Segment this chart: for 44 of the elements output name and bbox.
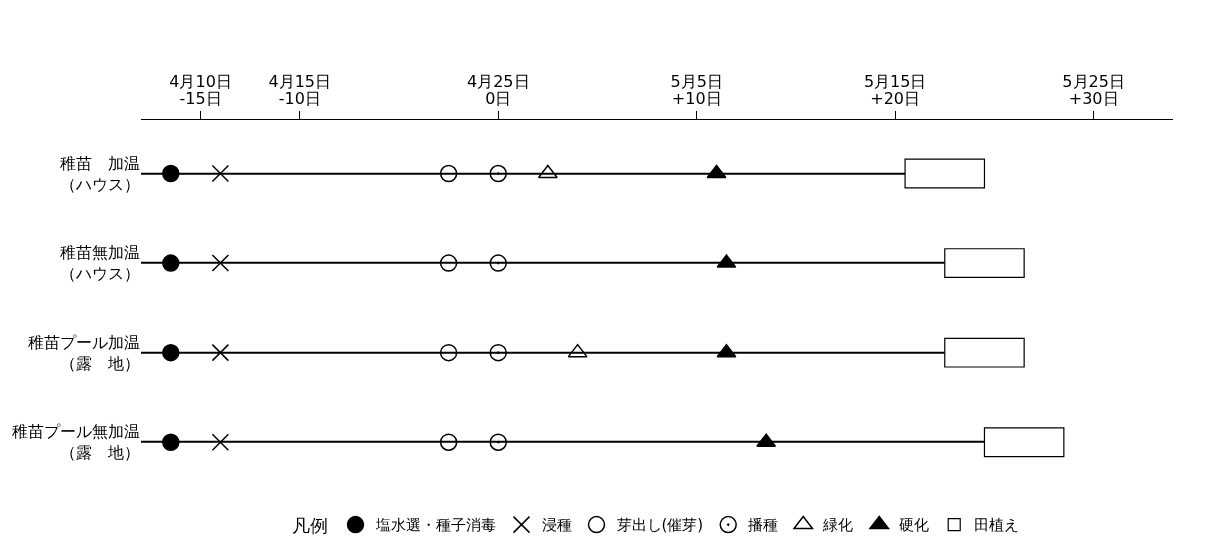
y-tick-label: 稚苗無加温（ハウス） [60, 243, 140, 284]
x2-tick-label: 4月25日 [466, 71, 530, 91]
x-tick-label: -15日 [179, 89, 222, 109]
legend-label: 播種 [748, 516, 779, 535]
y-tick-label: 稚苗 加温（ハウス） [60, 153, 140, 194]
legend-label: 硬化 [899, 516, 930, 535]
point [489, 254, 507, 272]
legend-label: 芽出し(催芽) [616, 516, 704, 535]
point [489, 343, 507, 362]
point [162, 254, 180, 272]
point [162, 343, 180, 362]
point [211, 164, 230, 183]
point [439, 343, 458, 362]
x-tick-label: 0日 [485, 89, 512, 109]
point [211, 343, 230, 362]
x2-tick-label: 4月15日 [268, 71, 332, 91]
point [211, 433, 230, 451]
point [489, 433, 507, 451]
x2-tick-label: 5月25日 [1062, 71, 1125, 91]
x-tick-label: +10日 [671, 89, 722, 109]
x2-tick-label: 5月5日 [670, 71, 723, 91]
point [567, 343, 588, 358]
point [439, 164, 458, 183]
point [537, 164, 558, 179]
x-tick-label: -10日 [278, 89, 321, 109]
legend-title: 凡例 [291, 514, 328, 536]
point [716, 343, 737, 358]
point [162, 164, 180, 183]
x2-tick-label: 4月10日 [169, 71, 232, 91]
point [706, 164, 727, 179]
point [489, 164, 507, 183]
legend-label: 田植え [974, 516, 1020, 535]
legend-label: 塩水選・種子消毒 [374, 516, 496, 535]
legend-label: 緑化 [822, 516, 854, 535]
point [439, 254, 458, 272]
y-tick-label: 稚苗プール無加温（露 地） [12, 422, 140, 463]
y-tick-label: 稚苗プール加温（露 地） [28, 332, 140, 373]
x-tick-label: +30日 [1068, 89, 1119, 109]
x2-tick-label: 5月15日 [863, 71, 927, 91]
point [439, 433, 458, 451]
legend-label: 浸種 [541, 516, 572, 535]
point [162, 433, 180, 451]
point [211, 254, 230, 272]
x-tick-label: +20日 [870, 89, 921, 109]
